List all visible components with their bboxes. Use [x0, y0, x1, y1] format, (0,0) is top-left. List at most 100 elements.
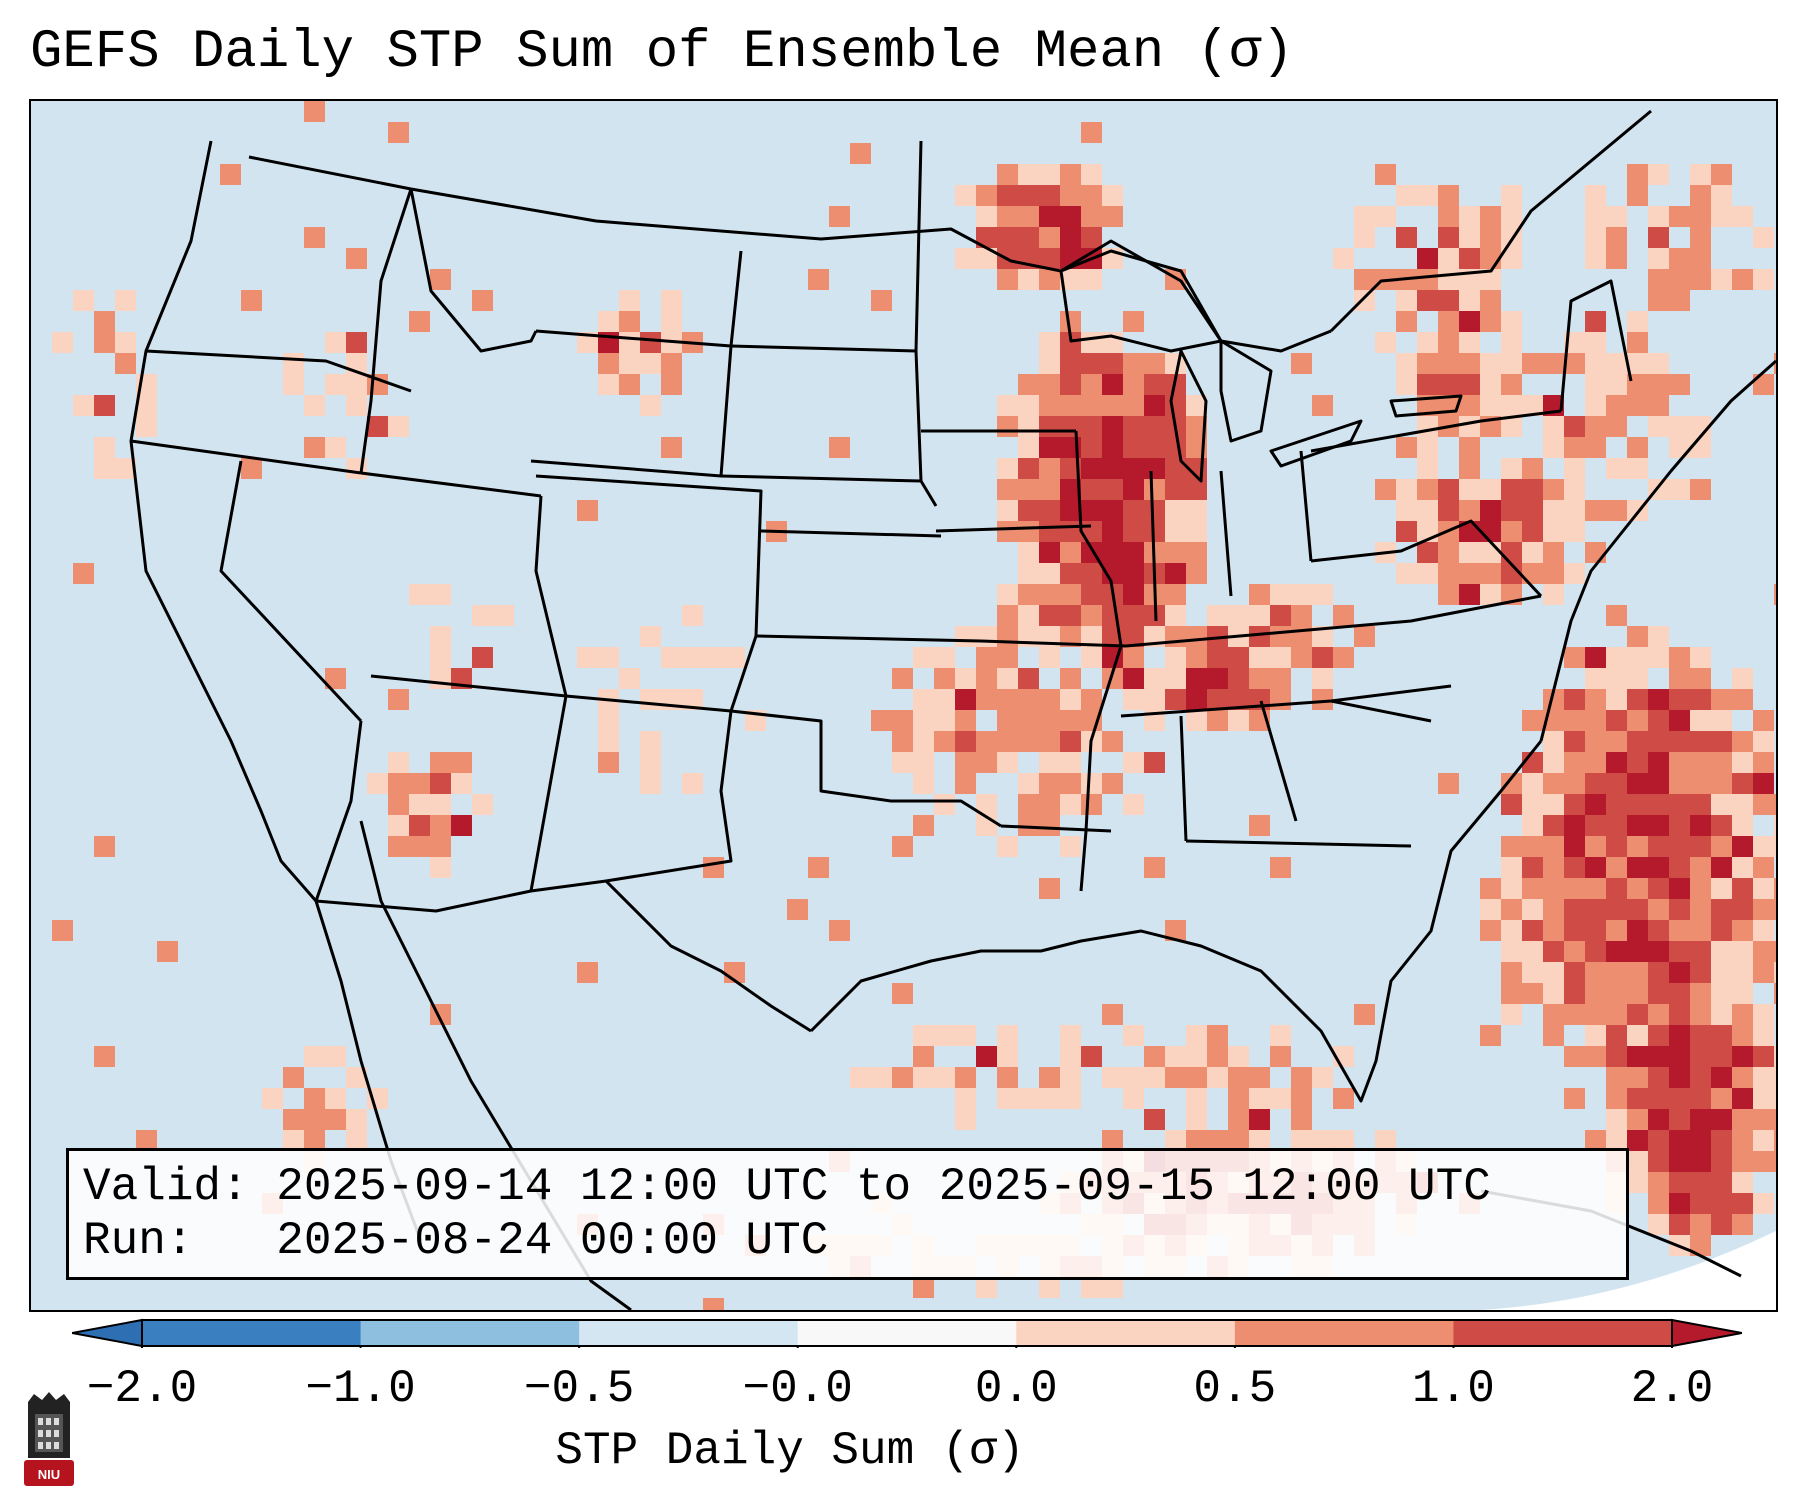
anomaly-cell	[1606, 794, 1627, 815]
anomaly-cell	[1291, 1067, 1312, 1088]
anomaly-cell	[1690, 227, 1711, 248]
anomaly-cell	[451, 752, 472, 773]
anomaly-cell	[1123, 605, 1144, 626]
anomaly-cell	[1480, 269, 1501, 290]
anomaly-cell	[1606, 983, 1627, 1004]
anomaly-cell	[1627, 1172, 1648, 1193]
anomaly-cell	[1207, 1130, 1228, 1151]
anomaly-cell	[1753, 1109, 1774, 1130]
border-nm-co	[565, 694, 732, 713]
anomaly-cell	[1396, 185, 1417, 206]
anomaly-cell	[1144, 857, 1165, 878]
anomaly-cell	[304, 227, 325, 248]
anomaly-cell	[1774, 899, 1776, 920]
anomaly-cell	[1291, 605, 1312, 626]
border-id-ut	[360, 471, 542, 498]
anomaly-cell	[1774, 878, 1776, 899]
anomaly-cell	[1354, 290, 1375, 311]
anomaly-cell	[1039, 1277, 1060, 1298]
anomaly-cell	[346, 395, 367, 416]
anomaly-cell	[1753, 920, 1774, 941]
anomaly-cell	[976, 1277, 997, 1298]
anomaly-cell	[703, 647, 724, 668]
anomaly-cell	[1480, 374, 1501, 395]
anomaly-cell	[1060, 626, 1081, 647]
anomaly-cell	[1102, 374, 1123, 395]
anomaly-cell	[1018, 479, 1039, 500]
anomaly-cell	[1648, 1151, 1669, 1172]
anomaly-cell	[934, 1025, 955, 1046]
anomaly-cell	[430, 794, 451, 815]
anomaly-cell	[1732, 206, 1753, 227]
anomaly-cell	[1186, 1025, 1207, 1046]
anomaly-cell	[1144, 437, 1165, 458]
anomaly-cell	[1627, 437, 1648, 458]
anomaly-cell	[94, 311, 115, 332]
anomaly-cell	[1039, 185, 1060, 206]
anomaly-cell	[1648, 773, 1669, 794]
anomaly-cell	[1375, 1130, 1396, 1151]
anomaly-cell	[1060, 521, 1081, 542]
anomaly-cell	[1249, 1088, 1270, 1109]
anomaly-cell	[1102, 437, 1123, 458]
anomaly-cell	[1417, 542, 1438, 563]
anomaly-cell	[472, 794, 493, 815]
anomaly-cell	[1165, 584, 1186, 605]
anomaly-cell	[1543, 857, 1564, 878]
anomaly-cell	[1018, 731, 1039, 752]
anomaly-cell	[1018, 227, 1039, 248]
anomaly-cell	[1039, 878, 1060, 899]
anomaly-cell	[1606, 353, 1627, 374]
anomaly-cell	[1543, 437, 1564, 458]
anomaly-cell	[1480, 500, 1501, 521]
anomaly-cell	[1039, 395, 1060, 416]
anomaly-cell	[1081, 689, 1102, 710]
anomaly-cell	[1060, 500, 1081, 521]
anomaly-cell	[1690, 1088, 1711, 1109]
anomaly-cell	[640, 689, 661, 710]
anomaly-cell	[1291, 647, 1312, 668]
anomaly-cell	[1543, 983, 1564, 1004]
anomaly-cell	[1459, 437, 1480, 458]
anomaly-cell	[1585, 857, 1606, 878]
anomaly-cell	[1018, 584, 1039, 605]
anomaly-cell	[1102, 521, 1123, 542]
anomaly-cell	[1732, 1109, 1753, 1130]
anomaly-cell	[1081, 584, 1102, 605]
anomaly-cell	[1585, 920, 1606, 941]
anomaly-cell	[1438, 479, 1459, 500]
anomaly-cell	[472, 290, 493, 311]
border-az-nm	[529, 695, 568, 892]
anomaly-cell	[1501, 899, 1522, 920]
anomaly-cell	[409, 836, 430, 857]
border-nv-ca	[219, 460, 363, 723]
anomaly-cell	[1522, 458, 1543, 479]
anomaly-cell	[997, 416, 1018, 437]
anomaly-cell	[1543, 563, 1564, 584]
anomaly-cell	[1711, 689, 1732, 710]
run-time: 2025-08-24 00:00 UTC	[276, 1215, 829, 1267]
anomaly-cell	[1480, 878, 1501, 899]
anomaly-cell	[1417, 563, 1438, 584]
anomaly-cell	[1648, 983, 1669, 1004]
anomaly-cell	[1060, 311, 1081, 332]
anomaly-cell	[1480, 899, 1501, 920]
anomaly-cell	[1606, 773, 1627, 794]
anomaly-cell	[1564, 731, 1585, 752]
anomaly-cell	[997, 395, 1018, 416]
anomaly-cell	[1186, 668, 1207, 689]
anomaly-cell	[1732, 857, 1753, 878]
anomaly-cell	[1417, 332, 1438, 353]
anomaly-cell	[1606, 605, 1627, 626]
anomaly-cell	[1711, 1025, 1732, 1046]
anomaly-cell	[1690, 164, 1711, 185]
anomaly-cell	[1459, 458, 1480, 479]
map-canvas	[31, 101, 1776, 1310]
anomaly-cell	[1081, 332, 1102, 353]
anomaly-cell	[955, 1109, 976, 1130]
anomaly-cell	[1501, 374, 1522, 395]
anomaly-cell	[1459, 584, 1480, 605]
anomaly-cell	[1627, 920, 1648, 941]
border-mississippi-river	[1074, 430, 1123, 892]
anomaly-cell	[1606, 689, 1627, 710]
